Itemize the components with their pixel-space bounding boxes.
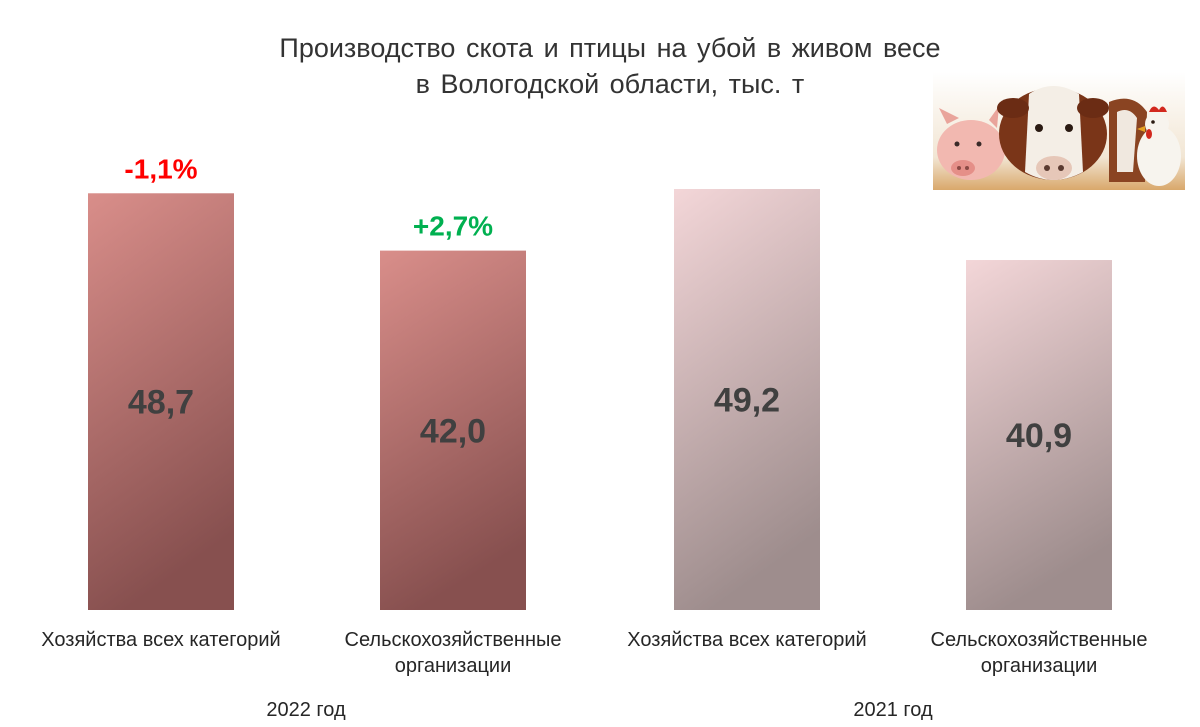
bar-1-1 (88, 193, 234, 611)
farm-animals-image (933, 72, 1185, 190)
category-label: Сельскохозяйственные (931, 629, 1148, 651)
bar-value-label: 40,9 (1006, 417, 1072, 455)
group-label: 2021 год (853, 699, 933, 721)
bar-change-label: -1,1% (124, 153, 197, 184)
bar-value-label: 48,7 (128, 384, 194, 422)
bar-value-label: 42,0 (420, 412, 486, 450)
category-label: Сельскохозяйственные (345, 629, 562, 651)
bar-value-label: 49,2 (714, 382, 780, 420)
chart-title-line-2: в Вологодской области, тыс. т (415, 69, 805, 99)
group-label: 2022 год (266, 699, 346, 721)
cow-icon (997, 86, 1109, 180)
category-label: Хозяйства всех категорий (41, 629, 280, 651)
pig-icon (937, 106, 1005, 180)
bar-1-2 (380, 250, 526, 611)
chart-title-line-1: Производство скота и птицы на убой в жив… (279, 33, 941, 63)
bar-2-1 (674, 189, 820, 610)
category-label: Хозяйства всех категорий (627, 629, 866, 651)
bar-change-label: +2,7% (413, 211, 493, 242)
category-label: организации (395, 655, 512, 677)
bar-2-2 (966, 260, 1112, 610)
chicken-icon (1137, 106, 1181, 186)
category-label: организации (981, 655, 1098, 677)
chart-title: Производство скота и птицы на убой в жив… (220, 30, 1000, 102)
